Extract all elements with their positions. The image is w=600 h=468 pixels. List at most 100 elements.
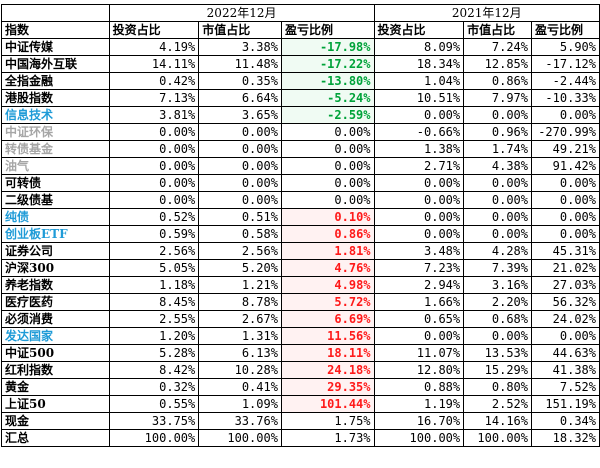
- table-row: 信息技术 3.81% 3.65% -2.59% 0.00% 0.00% 0.00%: [1, 106, 600, 124]
- index-name-cell: 红利指数: [1, 361, 110, 379]
- profit-ratio-2022-cell: 101.44%: [280, 395, 375, 413]
- market-share-2021-cell: 1.74%: [463, 140, 532, 158]
- profit-ratio-2021-cell: -270.99%: [531, 123, 600, 141]
- market-share-2022-cell: 3.38%: [198, 38, 282, 56]
- invest-share-2022-cell: 0.00%: [108, 174, 200, 192]
- profit-ratio-2021-cell: 45.31%: [531, 242, 600, 260]
- table-row: 油气 0.00% 0.00% 0.00% 2.71% 4.38% 91.42%: [1, 157, 600, 175]
- profit-ratio-2021-cell: 27.03%: [531, 276, 600, 294]
- profit-ratio-2021-cell: -10.33%: [531, 89, 600, 107]
- index-name-header: 指数: [1, 21, 110, 39]
- table-row: 中证500 5.28% 6.13% 18.11% 11.07% 13.53% 44.63%: [1, 344, 600, 362]
- corner-cell: [1, 4, 110, 22]
- market-share-2022-cell: 33.76%: [198, 412, 282, 430]
- profit-ratio-2022-cell: -13.80%: [280, 72, 375, 90]
- profit-ratio-2021-cell: 0.00%: [531, 225, 600, 243]
- invest-share-2021-cell: 100.00%: [373, 429, 465, 447]
- invest-share-2022-cell: 2.56%: [108, 242, 200, 260]
- invest-share-2021-cell: 0.00%: [373, 225, 465, 243]
- invest-share-2021-cell: 0.00%: [373, 174, 465, 192]
- profit-ratio-header-2021: 盈亏比例: [531, 21, 600, 39]
- index-name-cell: 上证50: [1, 395, 110, 413]
- market-share-2022-cell: 5.20%: [198, 259, 282, 277]
- index-name-cell: 创业板ETF: [1, 225, 110, 243]
- market-share-2021-cell: 2.20%: [463, 293, 532, 311]
- table-row: 沪深300 5.05% 5.20% 4.76% 7.23% 7.39% 21.02%: [1, 259, 600, 277]
- index-name-cell: 纯债: [1, 208, 110, 226]
- invest-share-2022-cell: 33.75%: [108, 412, 200, 430]
- market-share-2021-cell: 4.28%: [463, 242, 532, 260]
- table-row: 转债基金 0.00% 0.00% 0.00% 1.38% 1.74% 49.21%: [1, 140, 600, 158]
- profit-ratio-2021-cell: 0.00%: [531, 106, 600, 124]
- profit-ratio-2022-cell: 6.69%: [280, 310, 375, 328]
- index-name-cell: 必须消费: [1, 310, 110, 328]
- profit-ratio-2022-cell: 29.35%: [280, 378, 375, 396]
- profit-ratio-header-2022: 盈亏比例: [280, 21, 375, 39]
- invest-share-2021-cell: 0.00%: [373, 106, 465, 124]
- profit-ratio-2021-cell: 24.02%: [531, 310, 600, 328]
- market-share-2021-cell: 0.00%: [463, 174, 532, 192]
- table-row: 中证环保 0.00% 0.00% 0.00% -0.66% 0.96% -270.99%: [1, 123, 600, 141]
- market-share-2022-cell: 100.00%: [198, 429, 282, 447]
- profit-ratio-2022-cell: 0.00%: [280, 191, 375, 209]
- table-row: 必须消费 2.55% 2.67% 6.69% 0.65% 0.68% 24.02%: [1, 310, 600, 328]
- market-share-2022-cell: 8.78%: [198, 293, 282, 311]
- table-row: 发达国家 1.20% 1.31% 11.56% 0.00% 0.00% 0.00%: [1, 327, 600, 345]
- index-name-cell: 信息技术: [1, 106, 110, 124]
- invest-share-2022-cell: 0.00%: [108, 140, 200, 158]
- table-row: 中国海外互联 14.11% 11.48% -17.22% 18.34% 12.85% -17…: [1, 55, 600, 73]
- invest-share-2021-cell: 7.23%: [373, 259, 465, 277]
- index-name-cell: 二级债基: [1, 191, 110, 209]
- invest-share-2022-cell: 8.45%: [108, 293, 200, 311]
- invest-share-2022-cell: 0.59%: [108, 225, 200, 243]
- table-row: 全指金融 0.42% 0.35% -13.80% 1.04% 0.86% -2.44%: [1, 72, 600, 90]
- index-name-cell: 证券公司: [1, 242, 110, 260]
- table-row: 上证50 0.55% 1.09% 101.44% 1.19% 2.52% 151.19%: [1, 395, 600, 413]
- invest-share-2021-cell: 1.19%: [373, 395, 465, 413]
- profit-ratio-2022-cell: -2.59%: [280, 106, 375, 124]
- table-row: 医疗医药 8.45% 8.78% 5.72% 1.66% 2.20% 56.32%: [1, 293, 600, 311]
- invest-share-2021-cell: 2.71%: [373, 157, 465, 175]
- index-name-cell: 汇总: [1, 429, 110, 447]
- market-share-2021-cell: 7.97%: [463, 89, 532, 107]
- period-2022-header: 2022年12月: [108, 4, 375, 22]
- table-body: 中证传媒 4.19% 3.38% -17.98% 8.09% 7.24% 5.90% 中国海外…: [1, 38, 600, 447]
- invest-share-2022-cell: 0.32%: [108, 378, 200, 396]
- index-name-cell: 转债基金: [1, 140, 110, 158]
- profit-ratio-2021-cell: 44.63%: [531, 344, 600, 362]
- profit-ratio-2021-cell: 7.52%: [531, 378, 600, 396]
- invest-share-2022-cell: 0.52%: [108, 208, 200, 226]
- invest-share-2022-cell: 0.42%: [108, 72, 200, 90]
- profit-ratio-2022-cell: 0.10%: [280, 208, 375, 226]
- market-share-2021-cell: 0.68%: [463, 310, 532, 328]
- invest-share-2022-cell: 0.00%: [108, 191, 200, 209]
- market-share-2022-cell: 0.35%: [198, 72, 282, 90]
- market-share-2021-cell: 3.16%: [463, 276, 532, 294]
- profit-ratio-2021-cell: 91.42%: [531, 157, 600, 175]
- profit-ratio-2021-cell: 49.21%: [531, 140, 600, 158]
- market-share-2022-cell: 0.00%: [198, 123, 282, 141]
- invest-share-2021-cell: 3.48%: [373, 242, 465, 260]
- invest-share-2022-cell: 7.13%: [108, 89, 200, 107]
- profit-ratio-2022-cell: -17.98%: [280, 38, 375, 56]
- invest-share-2021-cell: 10.51%: [373, 89, 465, 107]
- market-share-2022-cell: 1.09%: [198, 395, 282, 413]
- invest-share-2022-cell: 0.55%: [108, 395, 200, 413]
- profit-ratio-2022-cell: 5.72%: [280, 293, 375, 311]
- table-row: 黄金 0.32% 0.41% 29.35% 0.88% 0.80% 7.52%: [1, 378, 600, 396]
- invest-share-2022-cell: 14.11%: [108, 55, 200, 73]
- table-row: 纯债 0.52% 0.51% 0.10% 0.00% 0.00% 0.00%: [1, 208, 600, 226]
- market-share-2022-cell: 11.48%: [198, 55, 282, 73]
- table-row: 汇总 100.00% 100.00% 1.73% 100.00% 100.00% 18.32…: [1, 429, 600, 447]
- invest-share-2021-cell: 1.66%: [373, 293, 465, 311]
- market-share-2021-cell: 7.39%: [463, 259, 532, 277]
- invest-share-2021-cell: 0.88%: [373, 378, 465, 396]
- index-name-cell: 中证传媒: [1, 38, 110, 56]
- column-header-row: 指数 投资占比 市值占比 盈亏比例 投资占比 市值占比 盈亏比例: [1, 21, 600, 39]
- index-name-cell: 现金: [1, 412, 110, 430]
- market-share-2022-cell: 3.65%: [198, 106, 282, 124]
- index-name-cell: 中证500: [1, 344, 110, 362]
- market-share-2021-cell: 0.00%: [463, 225, 532, 243]
- invest-share-2021-cell: 0.00%: [373, 327, 465, 345]
- market-share-2021-cell: 14.16%: [463, 412, 532, 430]
